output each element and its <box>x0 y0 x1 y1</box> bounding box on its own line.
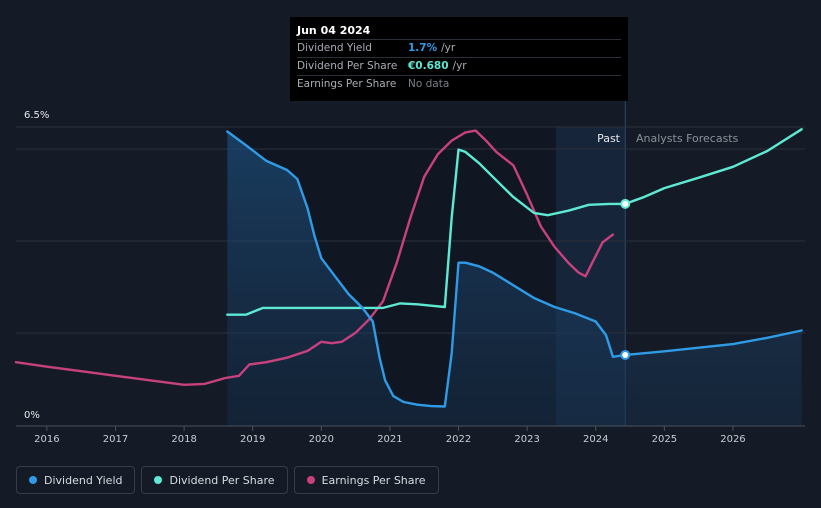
dividend-per-share-marker <box>620 198 631 209</box>
legend: Dividend Yield Dividend Per Share Earnin… <box>16 466 439 494</box>
tooltip-label: Dividend Yield <box>297 42 372 54</box>
x-tick-label: 2021 <box>377 434 402 445</box>
earnings-per-share-line <box>14 129 615 386</box>
tooltip-unit: /yr <box>441 42 456 54</box>
earnings-per-share-dot-icon <box>306 476 315 484</box>
legend-item-dividend-yield[interactable]: Dividend Yield <box>16 466 136 494</box>
dividend-per-share-line <box>226 128 803 316</box>
forecast-label: Analysts Forecasts <box>636 132 739 145</box>
dividend-yield-line <box>226 130 803 408</box>
dividend-yield-marker <box>620 349 631 360</box>
tooltip-label: Earnings Per Share <box>297 78 397 90</box>
legend-label: Dividend Per Share <box>169 473 275 487</box>
x-tick-label: 2018 <box>171 434 196 445</box>
tooltip-value: €0.680 <box>408 60 449 72</box>
y-axis-min-label: 0% <box>24 410 40 421</box>
x-tick-label: 2024 <box>583 434 608 445</box>
past-label: Past <box>597 132 621 145</box>
x-tick-label: 2019 <box>240 434 265 445</box>
x-tick-label: 2025 <box>652 434 677 445</box>
tooltip-date: Jun 04 2024 <box>297 24 371 37</box>
x-tick-label: 2020 <box>309 434 334 445</box>
x-tick-label: 2016 <box>34 434 59 445</box>
series-lines <box>14 128 803 408</box>
dividend-yield-dot-icon <box>29 476 37 484</box>
legend-label: Dividend Yield <box>44 473 123 487</box>
legend-label: Earnings Per Share <box>321 473 426 487</box>
dividend-per-share-dot-icon <box>154 476 163 484</box>
x-tick-label: 2026 <box>720 434 745 445</box>
tooltip: Jun 04 2024 Dividend Yield 1.7% /yr Divi… <box>290 17 628 101</box>
grid-lines <box>16 126 805 334</box>
tooltip-row-dividend-yield: Dividend Yield 1.7% /yr <box>297 39 621 57</box>
x-tick-label: 2023 <box>514 434 539 445</box>
tooltip-label: Dividend Per Share <box>297 60 398 72</box>
tooltip-value: 1.7% <box>408 42 438 54</box>
legend-item-earnings-per-share[interactable]: Earnings Per Share <box>293 466 439 494</box>
legend-item-dividend-per-share[interactable]: Dividend Per Share <box>141 466 288 494</box>
axes: 2016 2017 2018 2019 2020 2021 2022 2023 2024 2025… <box>16 110 805 445</box>
series-markers <box>620 198 631 360</box>
x-tick-label: 2022 <box>446 434 471 445</box>
tooltip-row-dividend-per-share: Dividend Per Share €0.680 /yr <box>297 57 621 75</box>
tooltip-row-earnings-per-share: Earnings Per Share No data <box>297 75 621 93</box>
y-axis-max-label: 6.5% <box>24 110 49 121</box>
tooltip-unit: /yr <box>452 60 467 72</box>
x-tick-label: 2017 <box>103 434 128 445</box>
tooltip-value: No data <box>408 78 450 90</box>
